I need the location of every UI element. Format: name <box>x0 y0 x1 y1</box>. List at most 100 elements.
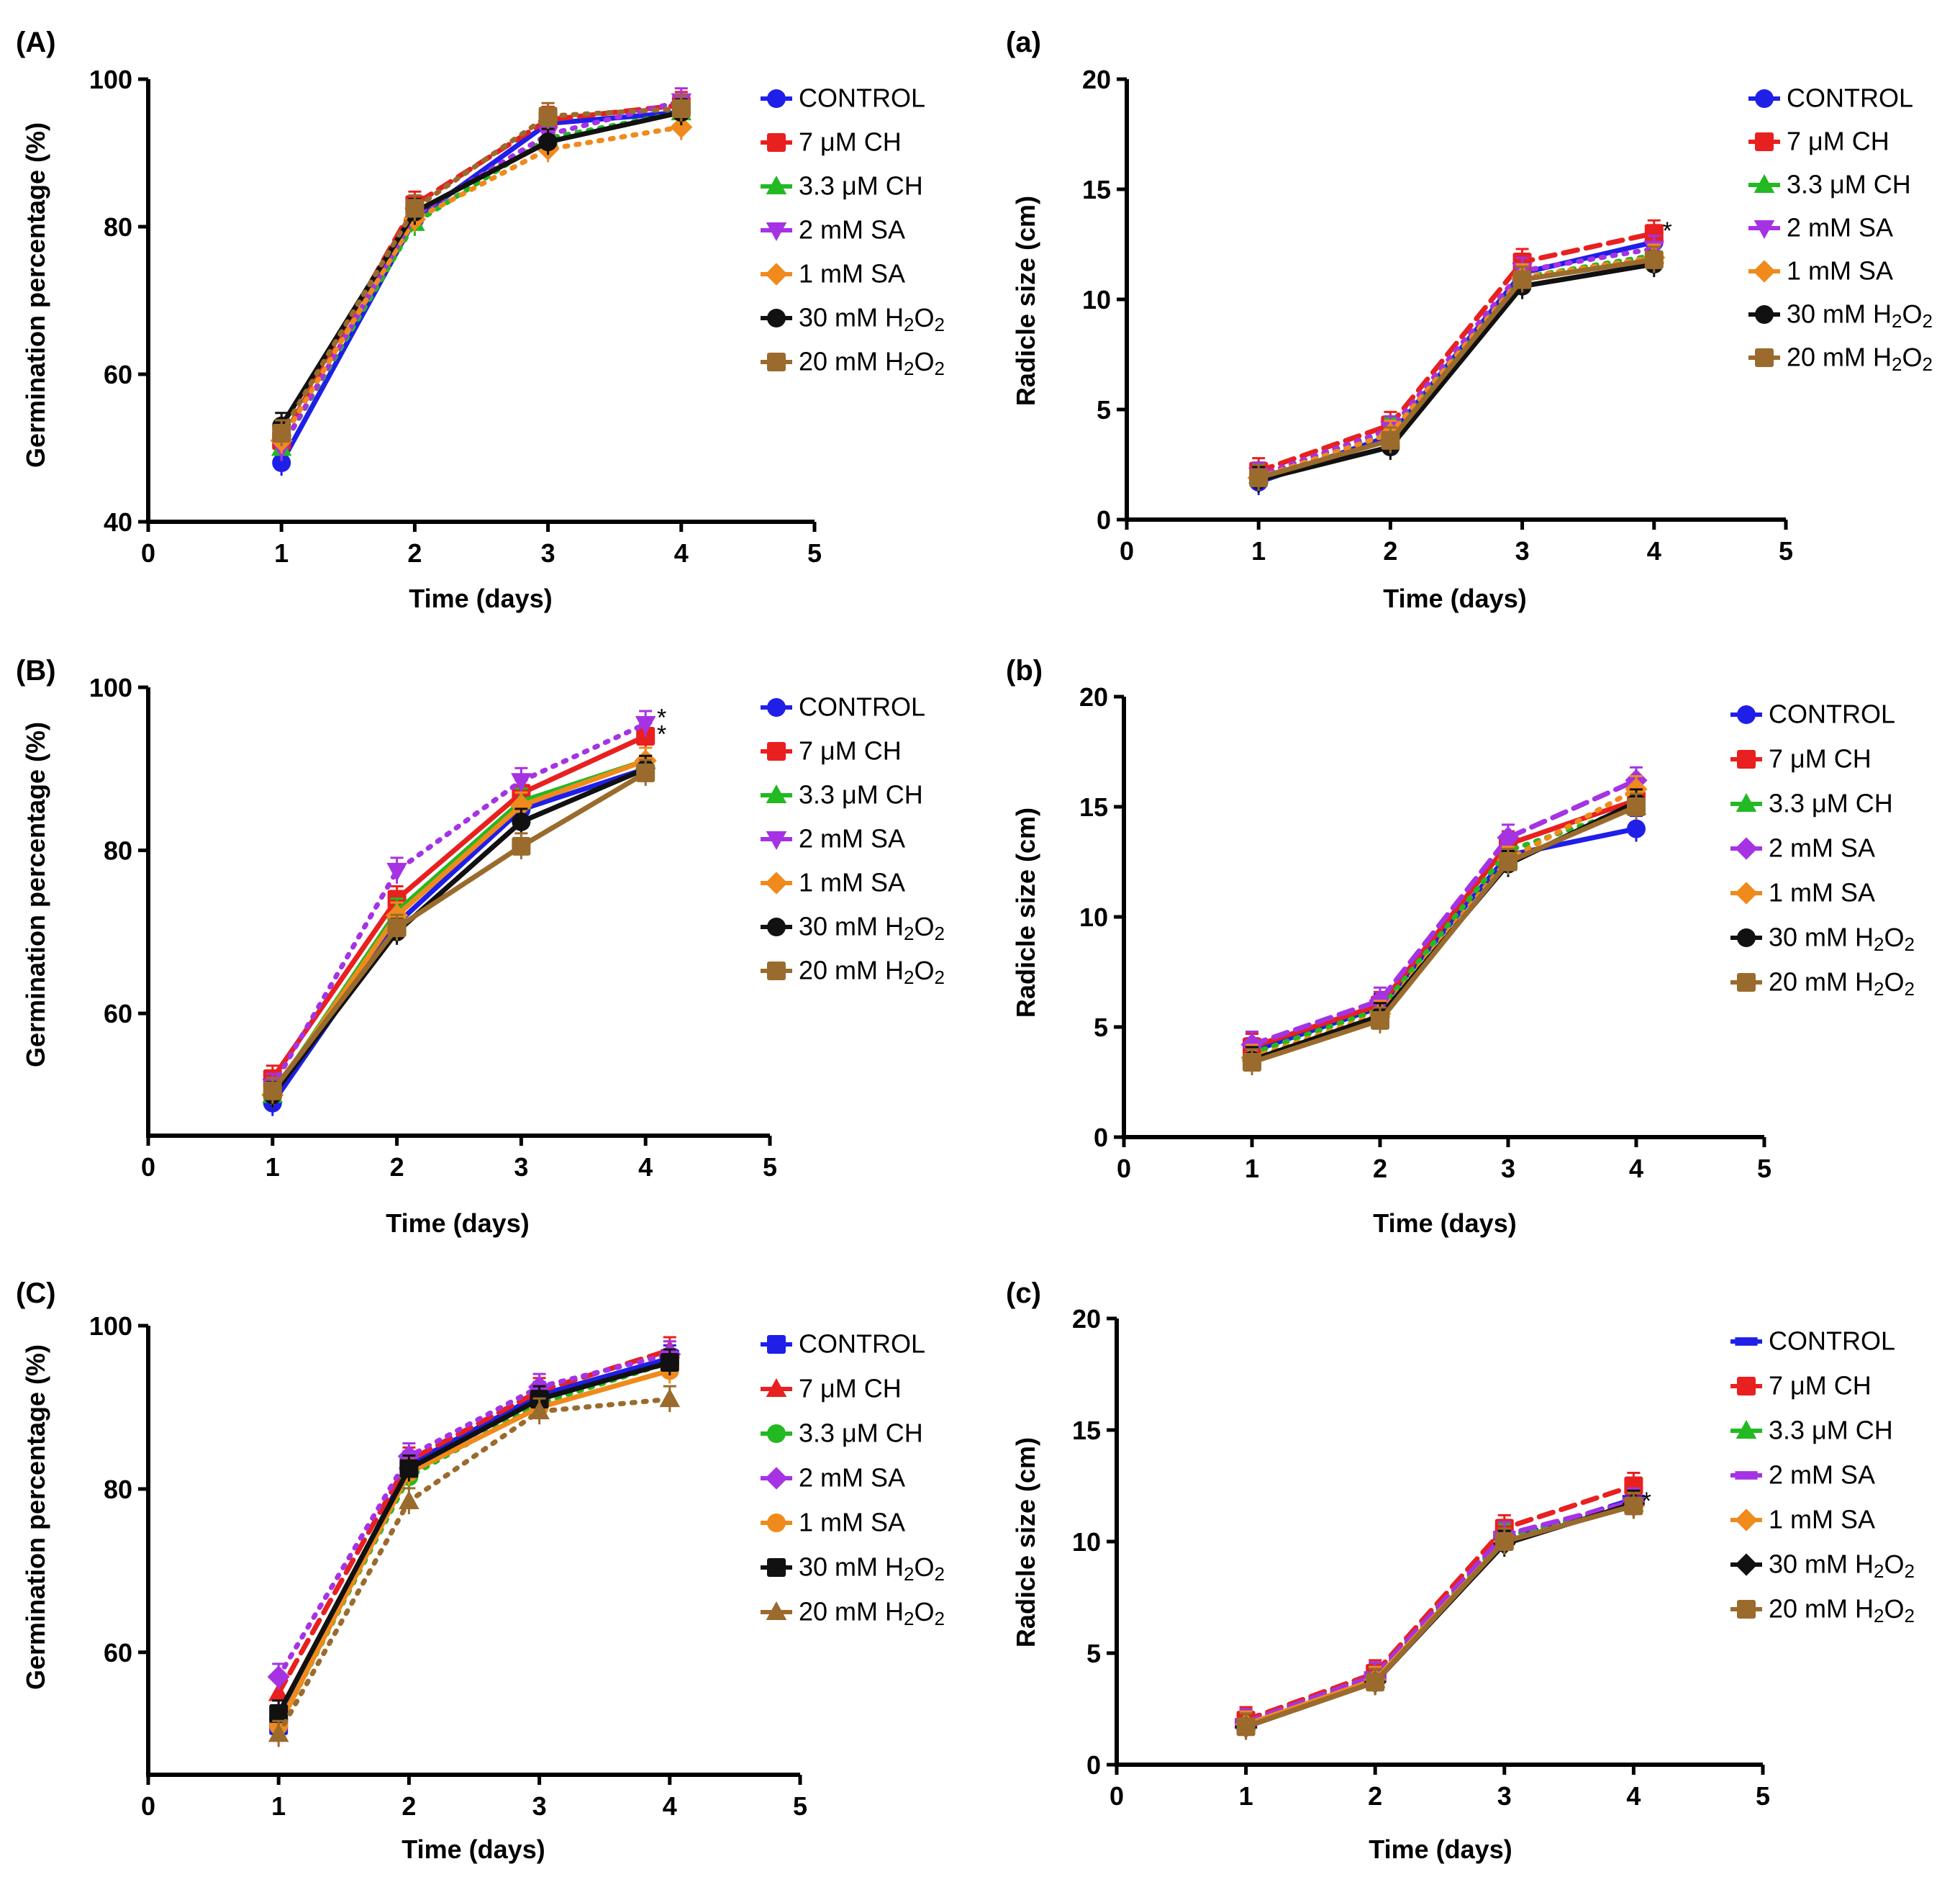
x-tick-label: 0 <box>141 538 155 568</box>
legend-marker <box>1735 1471 1758 1480</box>
legend: CONTROL 7 μM CH 3.3 μM CH 2 mM SA 1 mM SA 30 … <box>761 83 945 379</box>
y-tick-label: 15 <box>1072 1416 1101 1445</box>
y-tick-label: 100 <box>89 65 132 94</box>
panel-label: (c) <box>1006 1277 1041 1309</box>
legend-label: CONTROL <box>799 692 925 722</box>
legend-label: 1 mM SA <box>1787 256 1893 286</box>
legend-label: 2 mM SA <box>799 824 905 854</box>
legend-label: 7 μM CH <box>799 127 902 157</box>
legend-label: CONTROL <box>1769 700 1895 729</box>
series-line <box>1249 804 1639 1057</box>
series-h2o2_20 <box>1243 792 1646 1075</box>
data-point <box>1624 1496 1643 1516</box>
data-point <box>671 99 691 118</box>
legend-marker <box>1753 220 1775 239</box>
y-tick-label: 20 <box>1072 1304 1101 1334</box>
y-axis-label: Radicle size (cm) <box>1011 196 1040 406</box>
y-tick-label: 20 <box>1079 682 1108 712</box>
legend-marker <box>767 1335 786 1354</box>
x-tick-label: 3 <box>1497 1781 1512 1811</box>
data-point <box>263 1081 282 1100</box>
x-tick-label: 1 <box>274 538 289 568</box>
data-point <box>659 1388 681 1408</box>
x-tick-label: 1 <box>1251 536 1266 566</box>
data-point <box>387 918 407 938</box>
data-point <box>386 862 407 882</box>
series-line <box>1256 246 1657 479</box>
legend-marker <box>1735 837 1758 860</box>
legend-marker <box>767 1558 786 1577</box>
y-tick-label: 5 <box>1086 1639 1101 1668</box>
data-point <box>670 116 693 139</box>
series-line <box>276 1360 673 1716</box>
data-point <box>1371 1010 1389 1030</box>
data-point <box>272 424 291 443</box>
legend-label: 2 mM SA <box>1769 1460 1875 1490</box>
legend-label: 7 μM CH <box>1769 744 1871 774</box>
x-axis-label: Time (days) <box>409 584 552 613</box>
y-tick-label: 0 <box>1086 1750 1101 1780</box>
panel-a: (a) Radicle size (cm) Time (days) 0 1 2 3 4 5… <box>1006 27 1933 613</box>
legend-label: 20 mM H2O2 <box>799 956 945 988</box>
series-line <box>278 109 684 429</box>
x-tick-label: 1 <box>1245 1154 1259 1183</box>
data-point <box>399 1459 419 1478</box>
series-line <box>276 1367 673 1729</box>
legend: CONTROL 7 μM CH 3.3 μM CH 2 mM SA 1 mM SA 30 … <box>761 1329 945 1629</box>
legend-marker <box>1755 132 1774 151</box>
series-h2o2_20 <box>1249 245 1664 491</box>
legend-marker <box>1755 305 1774 324</box>
series-h2o2_20 <box>272 94 691 446</box>
y-tick-label: 20 <box>1082 65 1111 94</box>
legend-marker <box>1753 260 1776 283</box>
panel-c: (c) Radicle size (cm) Time (days) 0 1 2 3 4 5… <box>1006 1277 1915 1864</box>
x-tick-label: 2 <box>390 1152 404 1182</box>
legend-marker <box>766 831 787 850</box>
legend-marker <box>767 698 786 717</box>
x-tick-label: 5 <box>807 538 822 568</box>
x-tick-label: 2 <box>1368 1781 1382 1811</box>
x-tick-label: 1 <box>1239 1781 1253 1811</box>
legend: CONTROL 7 μM CH 3.3 μM CH 2 mM SA 1 mM SA 30 … <box>1748 83 1933 375</box>
x-tick-label: 4 <box>1647 536 1661 566</box>
data-point <box>1627 797 1646 816</box>
legend-label: 1 mM SA <box>799 868 905 897</box>
panel-A: (A) Germination percentage (%) Time (day… <box>16 27 945 613</box>
legend-label: CONTROL <box>1769 1326 1895 1356</box>
series-line <box>276 1396 673 1737</box>
legend-marker <box>765 1467 788 1490</box>
panel-label: (C) <box>16 1277 56 1309</box>
data-point <box>269 1704 289 1723</box>
series-line <box>1249 777 1639 1047</box>
y-tick-label: 100 <box>89 1311 132 1341</box>
legend-label: 7 μM CH <box>799 736 902 766</box>
legend-marker <box>767 89 786 108</box>
x-tick-label: 5 <box>793 1791 807 1821</box>
y-tick-label: 5 <box>1097 395 1111 425</box>
legend-label: 3.3 μM CH <box>799 780 923 810</box>
series-line <box>278 106 684 436</box>
legend-label: 1 mM SA <box>799 259 905 289</box>
series-h2o2_30 <box>269 1348 679 1727</box>
legend-label: 3.3 μM CH <box>799 1419 923 1448</box>
y-tick-label: 60 <box>104 999 132 1028</box>
data-point <box>267 1665 290 1688</box>
data-point <box>1497 826 1520 849</box>
y-axis-label: Germination percentage (%) <box>21 1344 50 1690</box>
panel-label: (a) <box>1006 27 1041 58</box>
y-tick-label: 15 <box>1079 792 1108 822</box>
significance-marker: * <box>657 705 666 732</box>
legend-label: 2 mM SA <box>1787 213 1893 243</box>
significance-marker: * <box>1663 217 1672 245</box>
legend-marker <box>766 784 787 804</box>
data-point <box>529 1401 550 1420</box>
x-tick-label: 2 <box>1373 1154 1387 1183</box>
y-tick-label: 10 <box>1072 1527 1101 1557</box>
series-line <box>270 721 648 1090</box>
y-tick-label: 40 <box>104 507 132 537</box>
series-h2o2_20 <box>263 759 655 1104</box>
series-h2o2_20 <box>1236 1491 1643 1740</box>
series-line <box>278 125 684 443</box>
x-tick-label: 5 <box>763 1152 777 1182</box>
legend-label: 20 mM H2O2 <box>1787 343 1933 375</box>
